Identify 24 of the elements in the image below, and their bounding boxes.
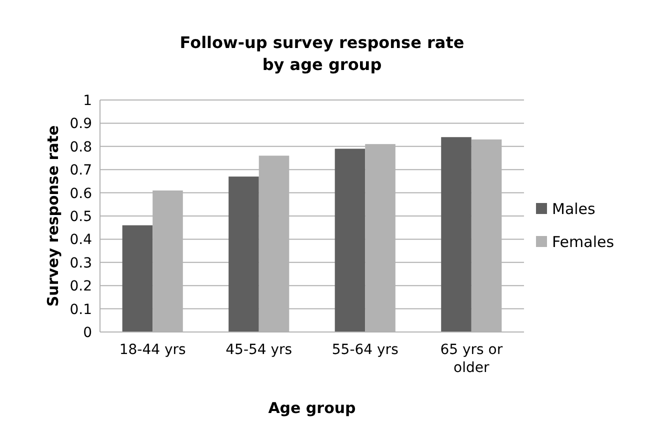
bar — [334, 148, 366, 332]
y-tick-label: 0.8 — [70, 139, 92, 156]
x-tick-label: 55-64 yrs — [332, 342, 398, 358]
bar — [441, 137, 472, 332]
y-tick-label: 0.3 — [70, 255, 92, 272]
y-tick-label: 1 — [83, 93, 92, 109]
x-tick-label: 18-44 yrs — [119, 342, 186, 358]
y-tick-label: 0.2 — [70, 278, 92, 295]
legend-label: Females — [552, 233, 614, 251]
x-tick-label: 45-54 yrs — [226, 342, 292, 358]
y-tick-label: 0.5 — [70, 209, 92, 225]
x-tick-label: 65 yrs or older — [440, 342, 503, 376]
y-tick-label: 0.7 — [70, 162, 92, 179]
legend-label: Males — [552, 200, 596, 218]
chart-title: Follow-up survey response rate by age group — [180, 33, 464, 74]
bar — [228, 176, 259, 332]
y-tick-label: 0 — [83, 325, 92, 341]
y-tick-label: 0.4 — [70, 232, 92, 248]
bar — [122, 225, 153, 332]
y-tick-label: 0.1 — [70, 302, 92, 318]
y-axis-title: Survey response rate — [44, 125, 62, 307]
y-tick-label: 0.6 — [70, 186, 92, 202]
y-tick-label: 0.9 — [70, 116, 92, 132]
x-axis-title: Age group — [268, 399, 356, 417]
